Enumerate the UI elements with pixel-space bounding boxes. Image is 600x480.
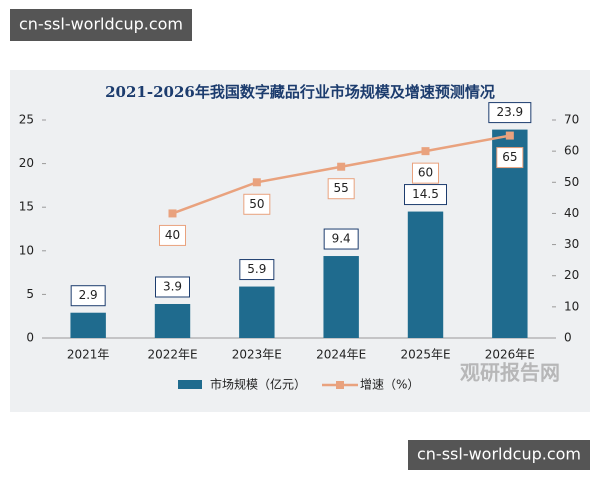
y2-tick-label: 60 <box>564 144 579 158</box>
x-tick-label: 2022年E <box>147 348 197 362</box>
chart-title: 2021-2026年我国数字藏品行业市场规模及增速预测情况 <box>105 83 495 101</box>
bar <box>323 256 359 338</box>
bar-label: 2.9 <box>79 288 98 302</box>
line-label: 60 <box>418 166 433 180</box>
line-marker <box>421 147 430 156</box>
line-label-box <box>159 224 186 246</box>
bar-label: 14.5 <box>412 187 439 201</box>
bar <box>154 303 191 338</box>
bar-label-box <box>70 285 106 307</box>
line-label-box <box>243 193 271 215</box>
y-tick-label: 15 <box>19 200 34 214</box>
y-tick-label: 10 <box>19 243 34 257</box>
legend-label: 市场规模（亿元） <box>210 377 306 392</box>
watermark: cn-ssl-worldcup.com <box>417 445 581 464</box>
bar-label-box <box>323 228 359 250</box>
legend-swatch <box>336 381 344 389</box>
bar <box>407 211 444 338</box>
watermark-box <box>10 9 192 41</box>
line-label-box <box>327 178 355 200</box>
bar-label-box <box>404 184 447 206</box>
bar-label-box <box>239 259 275 281</box>
bar-label: 5.9 <box>247 262 266 276</box>
y2-tick-label: 40 <box>564 206 579 220</box>
legend-label: 增速（%） <box>360 378 419 392</box>
line-marker <box>168 209 177 218</box>
x-tick-label: 2025年E <box>400 348 450 362</box>
y2-tick-label: 10 <box>564 299 579 313</box>
x-tick-label: 2021年 <box>67 348 110 362</box>
y2-tick-label: 20 <box>564 268 579 282</box>
line-marker <box>252 178 261 187</box>
bar-label: 3.9 <box>163 279 182 293</box>
line-label: 40 <box>165 228 180 242</box>
line-marker <box>337 162 346 171</box>
x-tick-label: 2026年E <box>485 348 535 362</box>
watermark: cn-ssl-worldcup.com <box>19 15 183 34</box>
y2-tick-label: 50 <box>564 175 579 189</box>
bar-label: 9.4 <box>332 232 351 246</box>
y-tick-label: 25 <box>19 113 34 127</box>
x-tick-label: 2024年E <box>316 348 366 362</box>
line-label-box <box>412 162 439 184</box>
bar <box>70 312 106 338</box>
legend-swatch <box>178 380 202 389</box>
watermark-box <box>408 440 590 470</box>
y2-tick-label: 0 <box>564 331 572 345</box>
bar-label: 23.9 <box>496 105 523 119</box>
y-tick-label: 0 <box>26 331 34 345</box>
y-tick-label: 20 <box>19 156 34 170</box>
bar-label-box <box>488 102 532 124</box>
x-tick-label: 2023年E <box>232 348 282 362</box>
y2-tick-label: 30 <box>564 237 579 251</box>
bar-label-box <box>155 276 190 298</box>
y-tick-label: 5 <box>26 287 34 301</box>
line-marker <box>505 131 514 140</box>
y2-tick-label: 70 <box>564 113 579 127</box>
line-label-box <box>496 147 524 169</box>
line-label: 50 <box>249 197 264 211</box>
bar <box>239 286 275 338</box>
watermark-logo: 观研报告网 <box>460 361 560 385</box>
line-label: 65 <box>502 150 517 164</box>
line-label: 55 <box>334 181 349 195</box>
